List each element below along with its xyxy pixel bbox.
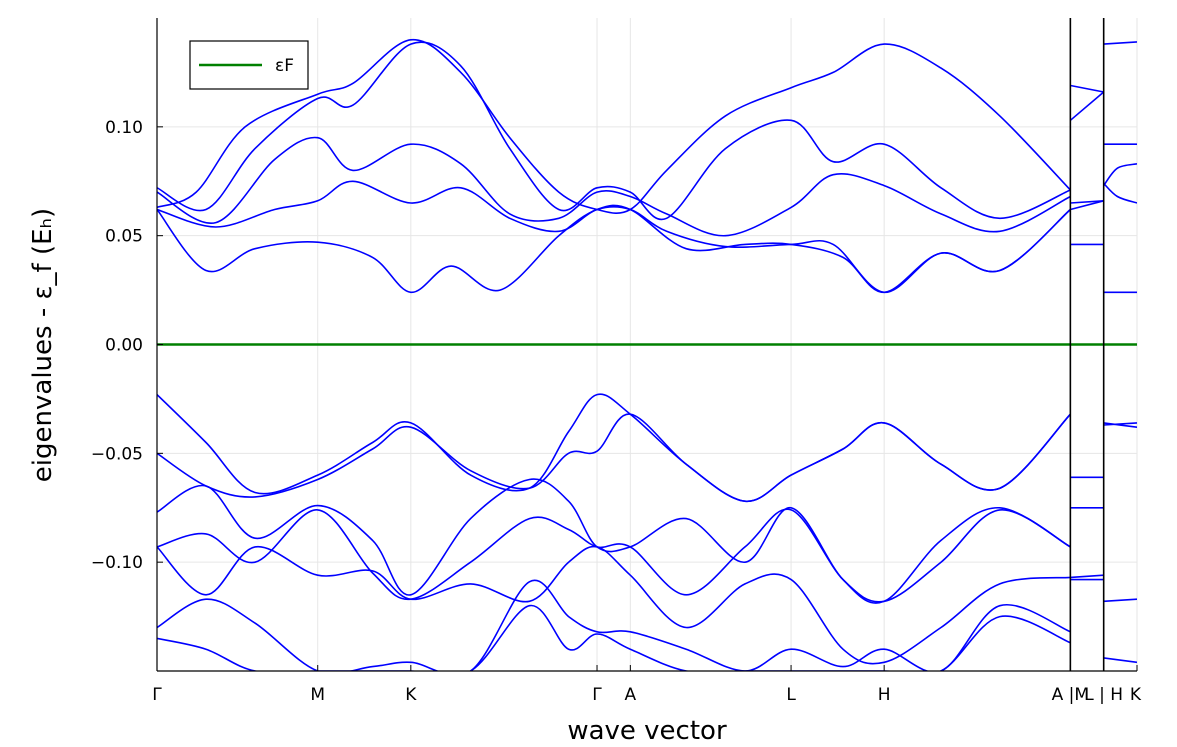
- y-tick-label-4: −0.10: [91, 553, 143, 573]
- band-line-27: [1103, 422, 1137, 428]
- band-line-12: [1070, 84, 1104, 93]
- path-breaks: [1069, 18, 1105, 671]
- x-tick-label-8: L | H: [1084, 685, 1123, 705]
- band-line-28: [1103, 598, 1137, 603]
- band-line-9: [157, 545, 1071, 665]
- band-line-23: [1103, 163, 1137, 187]
- band-line-6: [157, 413, 1071, 503]
- x-tick-label-2: K: [405, 685, 417, 705]
- x-ticks: Γ M K Γ A L H A |ML | H K: [152, 665, 1142, 705]
- band-line-13: [1069, 91, 1105, 121]
- band-line-1: [157, 41, 1071, 221]
- x-tick-label-1: M: [310, 685, 325, 705]
- y-axis-label: eigenvalues - ε_f (Eₕ): [28, 208, 58, 482]
- x-tick-label-7: A |M: [1052, 685, 1089, 705]
- band-line-14: [1070, 200, 1104, 204]
- y-tick-label-2: 0.00: [105, 336, 143, 356]
- band-line-24: [1103, 182, 1137, 204]
- x-tick-label-3: Γ: [592, 685, 602, 705]
- legend: εF: [189, 40, 309, 90]
- band-line-15: [1070, 200, 1104, 211]
- band-line-11: [157, 604, 1071, 671]
- x-tick-label-6: H: [878, 685, 891, 705]
- y-tick-label-0: 0.10: [105, 118, 143, 138]
- band-line-29: [1103, 657, 1137, 664]
- band-line-2: [157, 136, 1071, 237]
- band-line-8: [157, 508, 1071, 603]
- legend-fermi-label: εF: [275, 56, 294, 76]
- x-tick-label-0: Γ: [152, 685, 162, 705]
- band-line-19: [1070, 574, 1104, 579]
- bands: [157, 38, 1137, 671]
- y-tick-label-1: 0.05: [105, 227, 143, 247]
- band-line-10: [157, 579, 1071, 671]
- y-tick-label-3: −0.05: [91, 444, 143, 464]
- x-tick-label-5: L: [786, 685, 796, 705]
- x-tick-label-9: K: [1130, 685, 1142, 705]
- band-line-4: [157, 204, 1071, 294]
- x-axis-label: wave vector: [567, 716, 727, 746]
- band-line-21: [1103, 41, 1137, 45]
- x-tick-label-4: A: [625, 685, 637, 705]
- band-line-26: [1103, 422, 1137, 426]
- y-ticks: 0.10 0.05 0.00 −0.05 −0.10: [91, 118, 163, 573]
